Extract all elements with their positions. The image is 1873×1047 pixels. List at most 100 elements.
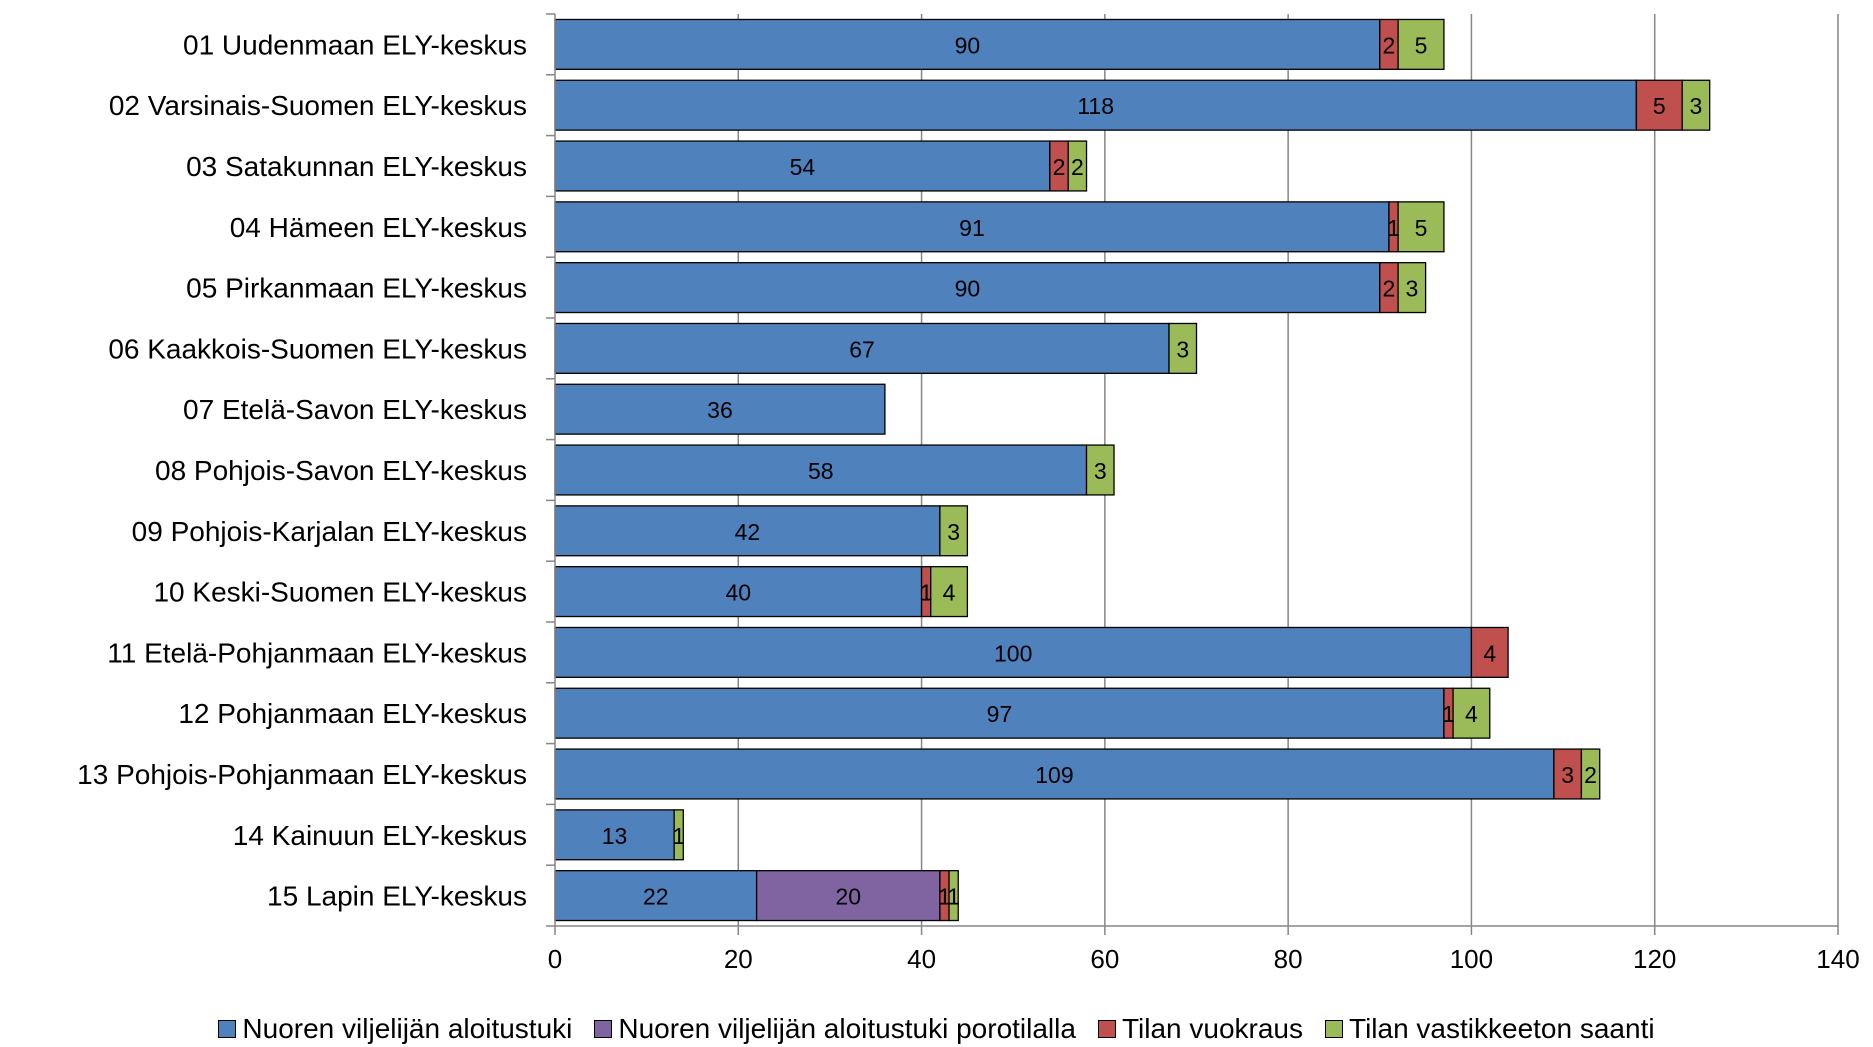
- data-label: 4: [1483, 640, 1496, 666]
- data-label: 1: [938, 884, 951, 910]
- axes: [546, 13, 1839, 935]
- bar-segment: [1580, 748, 1601, 800]
- bar-segment: [554, 322, 1170, 374]
- legend-swatch: [1097, 1020, 1116, 1038]
- category-label: 03 Satakunnan ELY-keskus: [186, 151, 527, 182]
- legend-item: Nuoren viljelijän aloitustuki porotilall…: [594, 1013, 1076, 1045]
- data-label: 4: [1465, 701, 1478, 727]
- category-label: 12 Pohjanmaan ELY-keskus: [178, 698, 527, 729]
- bar-segment: [1168, 322, 1198, 374]
- legend-swatch: [1325, 1020, 1343, 1038]
- data-label: 2: [1071, 154, 1084, 180]
- data-label: 67: [849, 336, 875, 362]
- data-label: 90: [955, 276, 981, 302]
- data-label: 1: [920, 580, 933, 606]
- category-label: 01 Uudenmaan ELY-keskus: [183, 29, 527, 60]
- data-label: 5: [1653, 93, 1666, 119]
- bar-segment: [930, 566, 969, 618]
- legend-item: Tilan vastikkeeton saanti: [1325, 1013, 1655, 1045]
- bar-segment: [1397, 18, 1445, 70]
- category-label: 15 Lapin ELY-keskus: [267, 881, 527, 912]
- data-label: 3: [1690, 93, 1703, 119]
- data-label: 109: [1035, 762, 1073, 788]
- data-label: 5: [1415, 32, 1428, 58]
- bar-segment: [1452, 687, 1491, 739]
- bar-segment: [939, 505, 969, 557]
- data-label: 2: [1584, 762, 1597, 788]
- category-label: 02 Varsinais-Suomen ELY-keskus: [109, 90, 527, 121]
- bar-segment: [554, 201, 1390, 253]
- category-label: 14 Kainuun ELY-keskus: [233, 820, 527, 851]
- legend-label: Nuoren viljelijän aloitustuki: [242, 1013, 573, 1044]
- x-tick-label: 60: [1090, 944, 1119, 974]
- category-label: 06 Kaakkois-Suomen ELY-keskus: [108, 333, 527, 364]
- bars: [554, 18, 1711, 922]
- data-label: 2: [1053, 154, 1066, 180]
- data-label: 54: [790, 154, 816, 180]
- bar-segment: [1397, 201, 1445, 253]
- data-label: 3: [1176, 336, 1189, 362]
- x-tick-label: 20: [724, 944, 753, 974]
- x-tick-label: 40: [907, 944, 936, 974]
- bar-segment: [1085, 444, 1115, 496]
- legend-label: Tilan vuokraus: [1121, 1013, 1303, 1044]
- legend-item: Tilan vuokraus: [1097, 1013, 1303, 1045]
- legend-item: Nuoren viljelijän aloitustuki: [218, 1013, 572, 1045]
- bar-segment: [554, 383, 886, 435]
- data-label: 20: [835, 884, 861, 910]
- data-label: 36: [707, 397, 733, 423]
- data-label: 4: [943, 580, 956, 606]
- data-label: 42: [735, 519, 761, 545]
- data-label: 90: [955, 32, 981, 58]
- legend-swatch: [218, 1020, 237, 1038]
- data-label: 1: [672, 823, 685, 849]
- x-tick-label: 120: [1633, 944, 1676, 974]
- data-label: 22: [643, 884, 669, 910]
- data-label: 2: [1383, 32, 1396, 58]
- data-label: 3: [1561, 762, 1574, 788]
- x-tick-label: 0: [548, 944, 562, 974]
- bar-segment: [554, 505, 941, 557]
- legend-swatch: [594, 1020, 613, 1038]
- data-label: 3: [1405, 276, 1418, 302]
- category-label: 09 Pohjois-Karjalan ELY-keskus: [132, 516, 527, 547]
- bar-segment: [1681, 79, 1711, 131]
- data-label: 40: [725, 580, 751, 606]
- data-label: 13: [602, 823, 628, 849]
- data-label: 1: [1442, 701, 1455, 727]
- data-label: 58: [808, 458, 834, 484]
- x-tick-label: 140: [1816, 944, 1859, 974]
- data-label: 3: [947, 519, 960, 545]
- category-label: 11 Etelä-Pohjanmaan ELY-keskus: [107, 637, 527, 668]
- category-label: 04 Hämeen ELY-keskus: [230, 212, 527, 243]
- data-label: 3: [1094, 458, 1107, 484]
- data-label: 1: [1387, 215, 1400, 241]
- bar-segment: [948, 870, 959, 922]
- x-tick-label: 80: [1274, 944, 1303, 974]
- legend-label: Nuoren viljelijän aloitustuki porotilall…: [618, 1013, 1076, 1044]
- data-label: 91: [959, 215, 985, 241]
- bar-segment: [1470, 626, 1509, 678]
- bar-segment: [554, 444, 1088, 496]
- data-label: 2: [1383, 276, 1396, 302]
- bar-segment: [1635, 79, 1683, 131]
- data-label: 118: [1077, 93, 1114, 119]
- data-label: 1: [947, 884, 960, 910]
- bar-segment: [1067, 140, 1088, 192]
- bar-segment: [554, 626, 1473, 678]
- data-label: 100: [994, 640, 1032, 666]
- category-label: 08 Pohjois-Savon ELY-keskus: [155, 455, 527, 486]
- bar-segment: [554, 687, 1445, 739]
- category-label: 10 Keski-Suomen ELY-keskus: [153, 577, 527, 608]
- category-label: 05 Pirkanmaan ELY-keskus: [186, 273, 527, 304]
- legend: Nuoren viljelijän aloitustuki Nuoren vilj…: [0, 1012, 1873, 1046]
- bar-segment: [755, 870, 941, 922]
- category-label: 13 Pohjois-Pohjanmaan ELY-keskus: [77, 759, 527, 790]
- bar-segment: [554, 262, 1381, 314]
- bar-segment: [673, 809, 684, 861]
- bar-segment: [554, 870, 758, 922]
- x-tick-label: 100: [1450, 944, 1493, 974]
